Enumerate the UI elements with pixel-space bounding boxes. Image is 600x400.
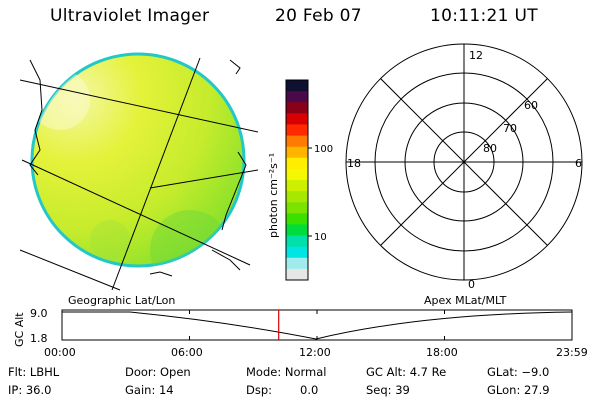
- colorbar-segment: [286, 191, 308, 203]
- colorbar-strip: [286, 80, 308, 281]
- dsp-label: Dsp:: [246, 383, 273, 397]
- orbit-timeline: GC Alt 9.0 1.8 00:00 06:00 12:00 18:00 2…: [13, 307, 588, 359]
- geographic-label: Geographic Lat/Lon: [68, 294, 176, 307]
- lat-lon-grid: [19, 57, 259, 291]
- gain-info: Gain: 14: [125, 383, 174, 397]
- colorbar-segment: [286, 80, 308, 92]
- polar-label-6: 6: [575, 157, 582, 170]
- apex-label: Apex MLat/MLT: [424, 294, 507, 307]
- mode-info: Mode: Normal: [246, 365, 327, 379]
- colorbar-segment: [286, 168, 308, 181]
- colorbar-segment: [286, 202, 308, 214]
- colorbar-segment: [286, 246, 308, 259]
- polar-label-18: 18: [347, 157, 361, 170]
- auroral-image-panel: [19, 52, 259, 291]
- polar-ring-label-70: 70: [503, 122, 517, 135]
- timeline-xtick-1800: 18:00: [426, 346, 458, 359]
- colorbar-panel: 100 10 photon cm⁻²s⁻¹: [267, 79, 333, 281]
- date-label: 20 Feb 07: [275, 6, 362, 26]
- timeline-ytick-9: 9.0: [30, 307, 48, 320]
- polar-ring-label-60: 60: [524, 99, 538, 112]
- door-info: Door: Open: [125, 365, 191, 379]
- filter-info: Flt: LBHL: [8, 365, 60, 379]
- colorbar-tick-10: 10: [314, 232, 327, 243]
- colorbar-segment: [286, 224, 308, 237]
- timeline-ytick-1.8: 1.8: [30, 332, 48, 345]
- time-label: 10:11:21 UT: [430, 6, 538, 26]
- timeline-xtick-2359: 23:59: [556, 346, 588, 359]
- colorbar-segment: [286, 213, 308, 225]
- colorbar-segment: [286, 124, 308, 137]
- ip-info: IP: 36.0: [8, 383, 52, 397]
- dsp-value: 0.0: [300, 383, 319, 397]
- altitude-curve: [62, 311, 573, 340]
- glon-info: GLon: 27.9: [487, 383, 550, 397]
- glat-info: GLat: −9.0: [487, 365, 550, 379]
- gc-alt-info: GC Alt: 4.7 Re: [366, 365, 447, 379]
- polar-grid-panel: 12 18 6 0 60 70 80: [345, 43, 583, 291]
- colorbar-segment: [286, 268, 308, 281]
- colorbar-segment: [286, 257, 308, 270]
- colorbar-segment: [286, 180, 308, 192]
- polar-label-0: 0: [468, 278, 475, 291]
- seq-info: Seq: 39: [366, 383, 410, 397]
- coastlines: [29, 59, 247, 277]
- colorbar-tick-100: 100: [314, 144, 333, 155]
- colorbar-segment: [286, 102, 308, 114]
- colorbar-segment: [286, 113, 308, 125]
- polar-label-12: 12: [469, 49, 483, 62]
- polar-ring-label-80: 80: [483, 142, 497, 155]
- colorbar-unit-label: photon cm⁻²s⁻¹: [267, 153, 280, 238]
- colorbar-segment: [286, 91, 308, 103]
- timeline-xtick-0600: 06:00: [171, 346, 203, 359]
- colorbar-segment: [286, 157, 308, 170]
- timeline-xtick-0000: 00:00: [44, 346, 76, 359]
- colorbar-segment: [286, 235, 308, 248]
- instrument-title: Ultraviolet Imager: [50, 6, 210, 26]
- colorbar-segment: [286, 135, 308, 148]
- polar-diagonal-2: [380, 78, 548, 246]
- timeline-axis-label: GC Alt: [13, 312, 26, 347]
- timeline-ticks: [61, 310, 573, 340]
- timeline-xtick-1200: 12:00: [299, 346, 331, 359]
- colorbar-segment: [286, 146, 308, 159]
